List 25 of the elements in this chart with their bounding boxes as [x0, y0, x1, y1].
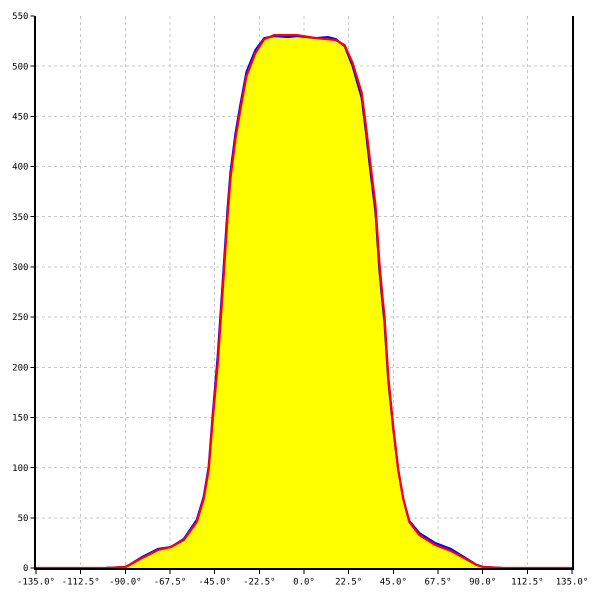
- y-tick-label: 150: [12, 414, 28, 424]
- x-tick-label: 0.0°: [293, 578, 315, 588]
- y-tick-label: 550: [12, 12, 28, 22]
- y-tick-label: 350: [12, 212, 28, 223]
- y-tick-label: 50: [18, 514, 28, 524]
- x-tick-label: 90.0°: [469, 578, 496, 588]
- y-tick-label: 200: [12, 363, 28, 374]
- y-tick-label: 500: [12, 62, 28, 72]
- x-tick-label: -22.5°: [243, 578, 276, 588]
- x-tick-label: -112.5°: [62, 578, 100, 588]
- y-tick-label: 0: [23, 564, 28, 574]
- x-tick-label: 112.5°: [511, 578, 544, 588]
- x-tick-label: -90.0°: [109, 578, 142, 588]
- x-tick-label: -45.0°: [198, 578, 231, 588]
- x-tick-label: 135.0°: [556, 578, 588, 588]
- y-tick-label: 100: [12, 464, 28, 474]
- y-tick-label: 300: [12, 263, 28, 274]
- x-tick-label: 45.0°: [380, 578, 407, 588]
- x-tick-label: -67.5°: [154, 578, 186, 588]
- x-tick-label: 67.5°: [424, 578, 452, 588]
- y-tick-label: 400: [12, 162, 28, 173]
- x-tick-label: -135.0°: [17, 578, 55, 588]
- y-tick-label: 450: [12, 112, 28, 123]
- y-tick-label: 250: [12, 313, 28, 324]
- x-tick-label: 22.5°: [335, 578, 362, 588]
